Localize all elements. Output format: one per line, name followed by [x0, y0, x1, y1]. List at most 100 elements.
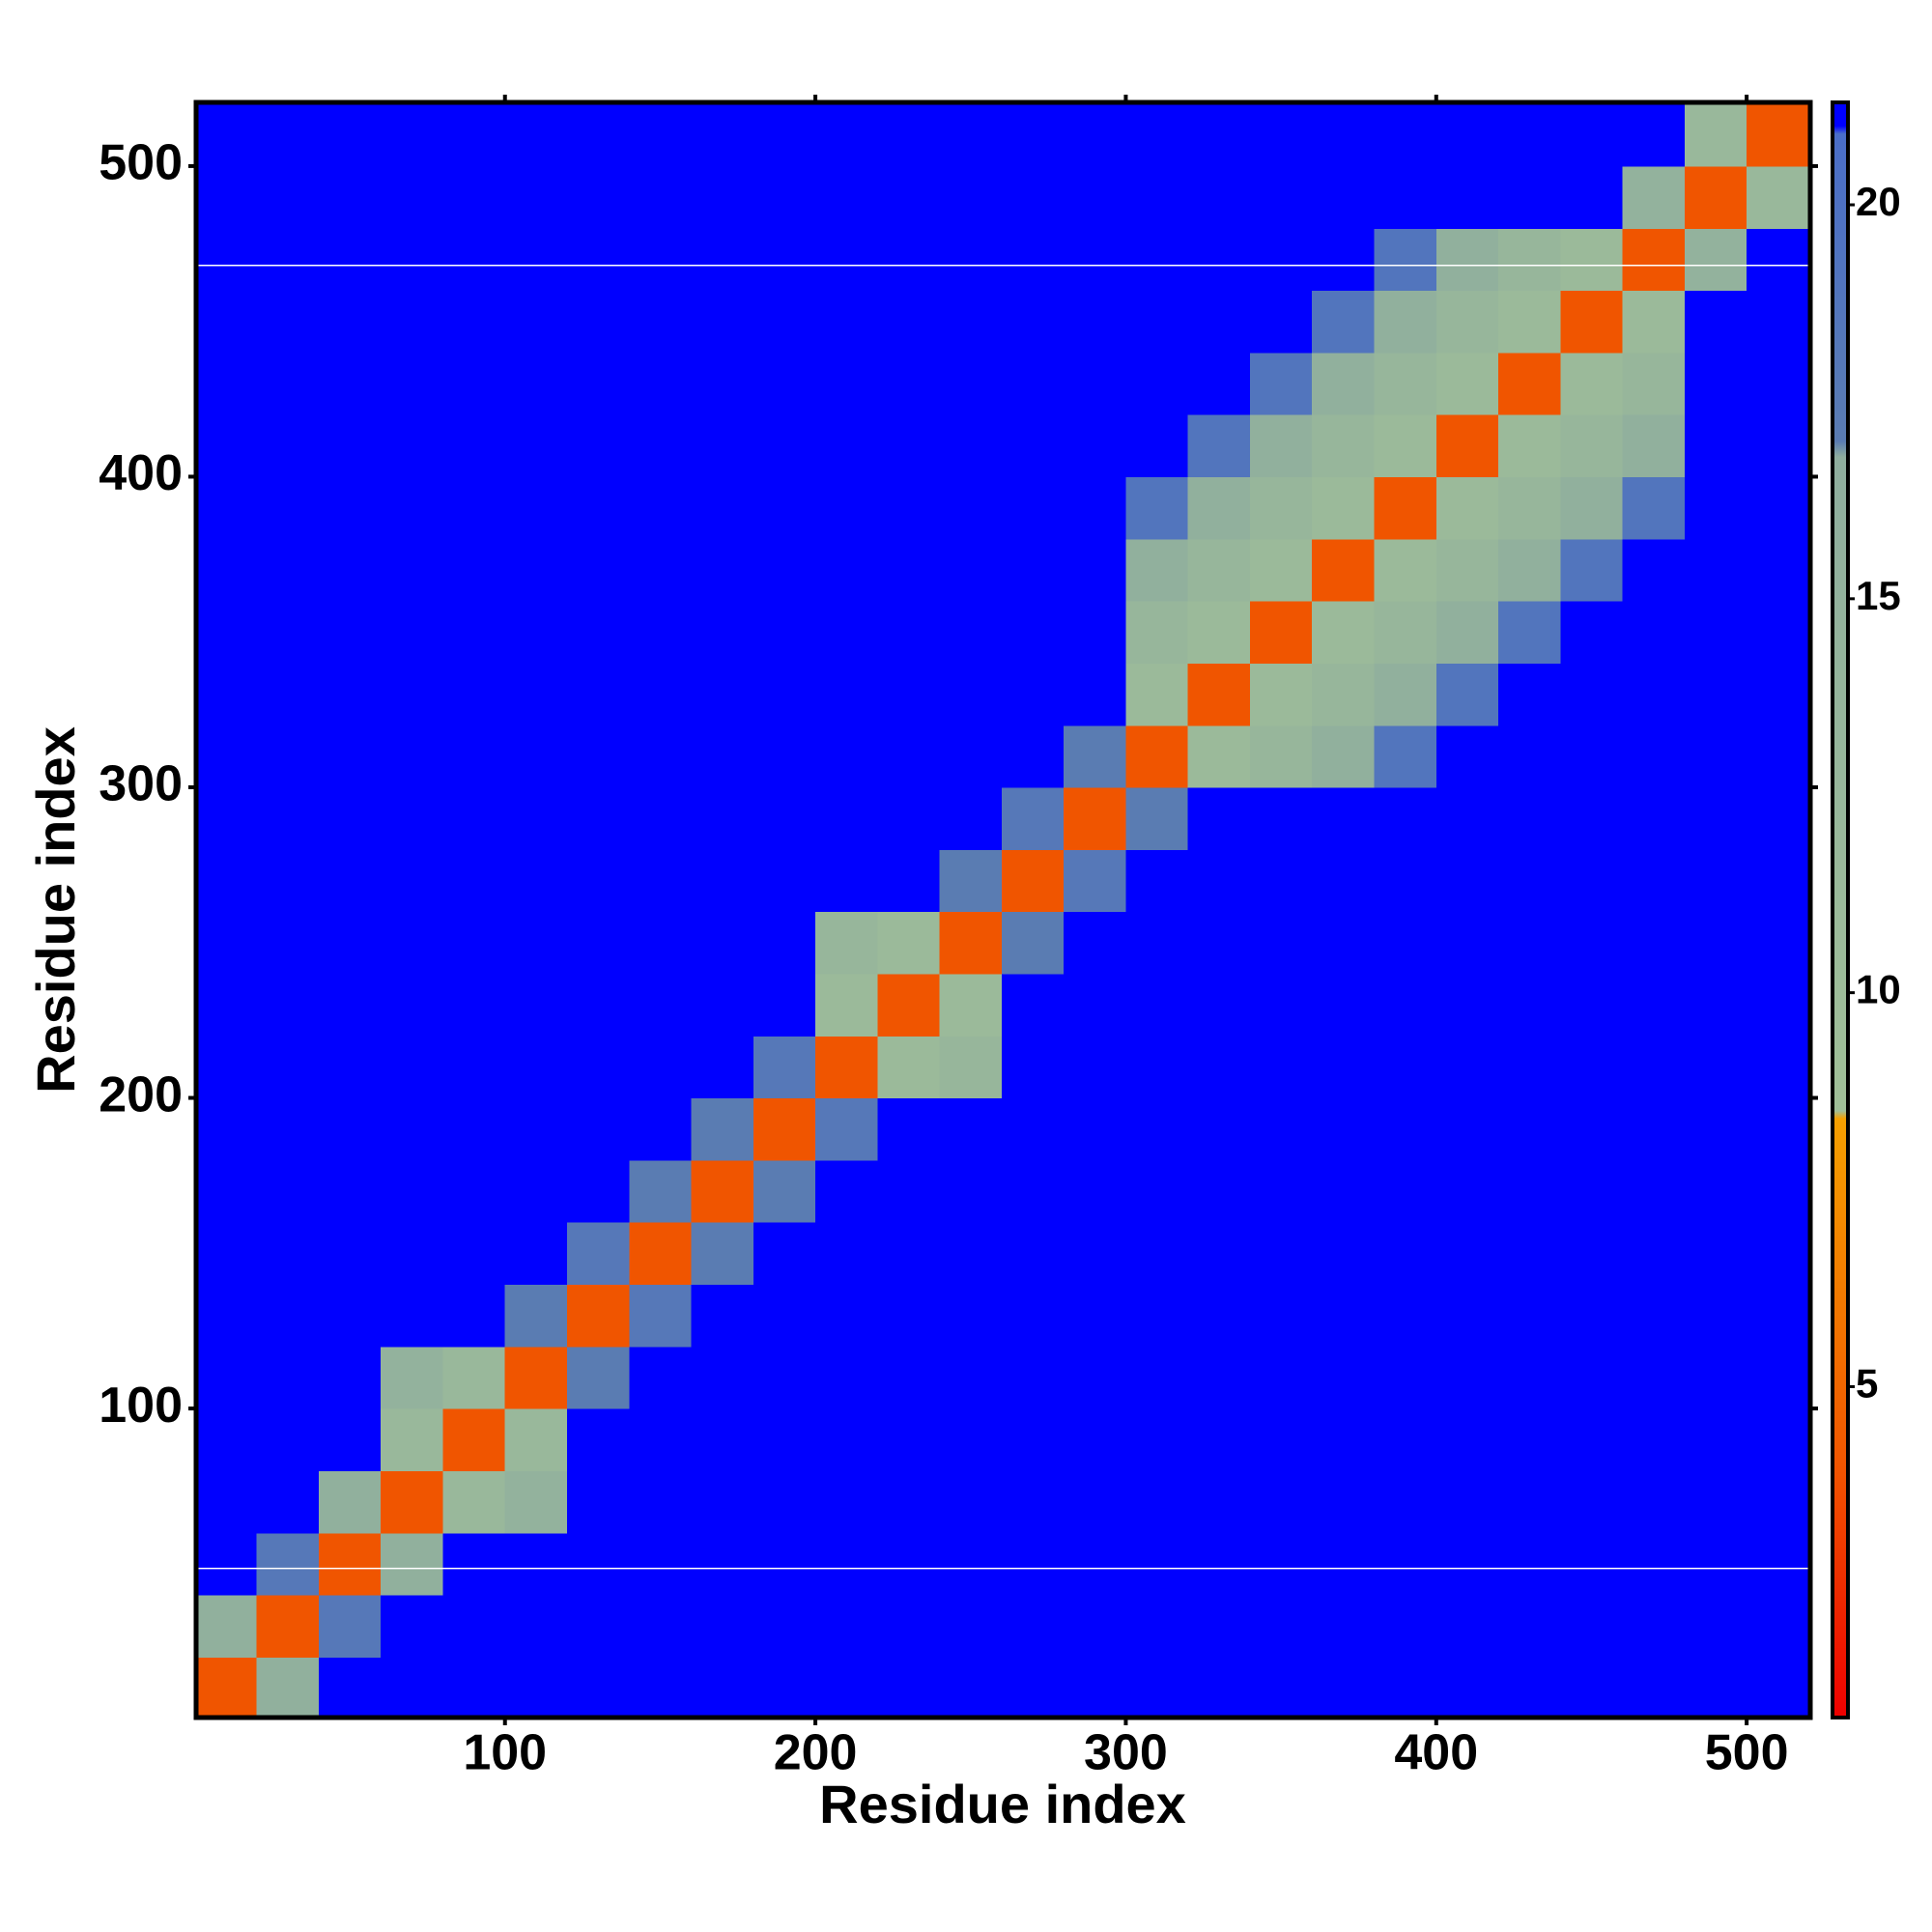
cell: [877, 103, 941, 167]
cell: [1187, 911, 1251, 975]
cell: [691, 1594, 754, 1658]
cell: [442, 1408, 506, 1471]
cell: [1684, 228, 1747, 292]
cell: [1498, 1594, 1561, 1658]
cell: [1249, 1159, 1313, 1223]
cell: [318, 601, 382, 664]
cell: [1312, 1657, 1376, 1718]
cell: [629, 663, 693, 726]
cell: [1747, 1408, 1809, 1471]
cell: [504, 103, 568, 167]
cell: [1064, 352, 1127, 415]
cell: [381, 1159, 444, 1223]
cell: [1312, 1222, 1376, 1286]
cell: [1622, 1470, 1686, 1534]
cell: [256, 538, 320, 602]
cell: [1187, 1657, 1251, 1718]
cell: [1249, 786, 1313, 850]
cell: [1374, 1036, 1437, 1099]
y-tick-label: 500: [99, 135, 183, 191]
cell: [381, 414, 444, 478]
cell: [1001, 1346, 1065, 1409]
cell: [877, 165, 941, 229]
cell: [567, 165, 630, 229]
cell: [1684, 1532, 1747, 1596]
cell: [1001, 165, 1065, 229]
cell: [1622, 1036, 1686, 1099]
cell: [1312, 1594, 1376, 1658]
cell: [629, 1408, 693, 1471]
cell: [691, 538, 754, 602]
cell: [939, 1222, 1003, 1286]
cell: [629, 849, 693, 913]
cell: [753, 1470, 816, 1534]
cell: [1374, 290, 1437, 354]
cell: [567, 1159, 630, 1223]
cell: [1064, 1284, 1127, 1348]
cell: [318, 973, 382, 1037]
cell: [629, 973, 693, 1037]
cell: [1064, 103, 1127, 167]
cell: [877, 290, 941, 354]
cell: [1435, 786, 1499, 850]
cell: [442, 103, 506, 167]
cell: [753, 538, 816, 602]
cell: [691, 228, 754, 292]
cell: [1125, 786, 1189, 850]
cell: [1374, 538, 1437, 602]
cell: [196, 1346, 258, 1409]
cell: [1622, 1222, 1686, 1286]
cell: [815, 352, 878, 415]
cell: [1064, 165, 1127, 229]
cell: [691, 786, 754, 850]
y-tick-label: 200: [99, 1066, 183, 1122]
cell: [442, 724, 506, 788]
cell: [629, 1594, 693, 1658]
cell: [256, 849, 320, 913]
cell: [318, 1097, 382, 1161]
cell: [504, 352, 568, 415]
cell: [629, 786, 693, 850]
cell: [196, 352, 258, 415]
cell: [196, 1097, 258, 1161]
cell: [691, 1159, 754, 1223]
cell: [1435, 1346, 1499, 1409]
cell: [1622, 228, 1686, 292]
cell: [1001, 786, 1065, 850]
cell: [1064, 538, 1127, 602]
cell: [196, 1408, 258, 1471]
cell: [629, 1470, 693, 1534]
cell: [629, 1159, 693, 1223]
cell: [567, 786, 630, 850]
cell: [815, 1346, 878, 1409]
cell: [1747, 849, 1809, 913]
cell: [1498, 1408, 1561, 1471]
cell: [1684, 1408, 1747, 1471]
cell: [567, 1097, 630, 1161]
cell: [877, 1159, 941, 1223]
cell: [1001, 1159, 1065, 1223]
cell: [567, 1036, 630, 1099]
cell: [1560, 165, 1624, 229]
cell: [318, 290, 382, 354]
cell: [1125, 724, 1189, 788]
cell: [1125, 1284, 1189, 1348]
cell: [1498, 1284, 1561, 1348]
cell: [567, 724, 630, 788]
cell: [939, 663, 1003, 726]
cell: [1312, 1346, 1376, 1409]
cell: [877, 1284, 941, 1348]
cell: [1747, 1594, 1809, 1658]
cell: [196, 476, 258, 540]
cell: [1498, 414, 1561, 478]
cell: [256, 1594, 320, 1658]
cell: [196, 1036, 258, 1099]
cell: [877, 1532, 941, 1596]
cell: [629, 228, 693, 292]
cell: [1435, 414, 1499, 478]
cell: [1001, 290, 1065, 354]
cell: [442, 1097, 506, 1161]
cell: [1312, 786, 1376, 850]
cell: [1312, 165, 1376, 229]
cell: [1374, 103, 1437, 167]
